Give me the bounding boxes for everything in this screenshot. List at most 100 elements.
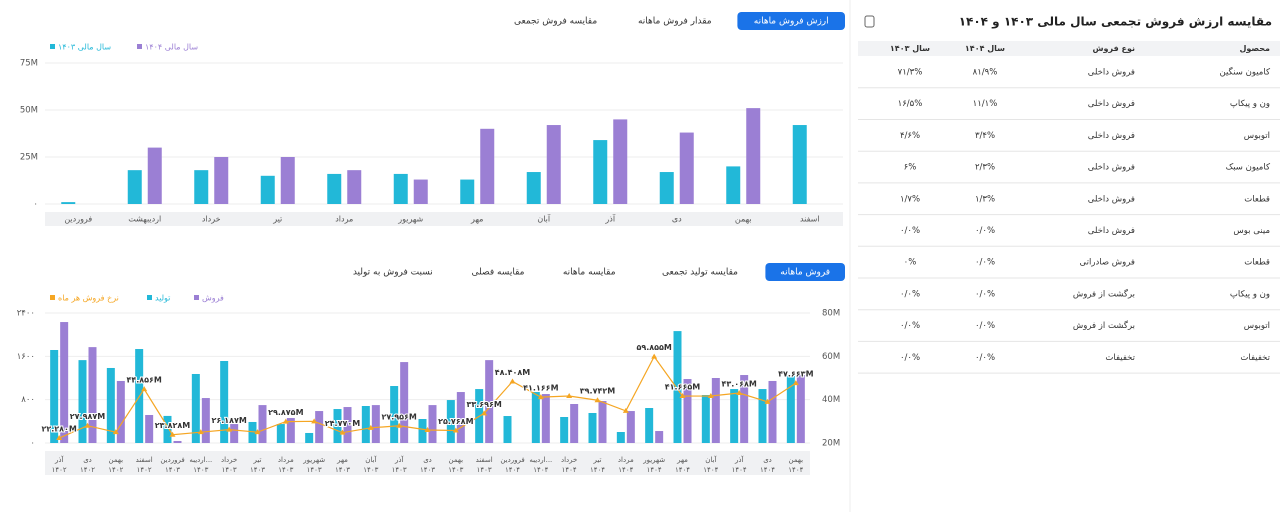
table-header: محصول [1239,44,1270,53]
line-point [226,426,233,432]
x-tick-label: ۱۴۰۳ [165,466,180,474]
data-label: ۲۵.۷۶۸M [438,417,473,426]
x-tick-label: اردیبه... [189,456,212,464]
tab[interactable]: فروش ماهانه [780,268,830,278]
tab[interactable]: مقایسه فصلی [472,268,525,278]
table-cell: فروش داخلی [1088,131,1135,141]
tab[interactable]: نسبت فروش به تولید [353,268,433,278]
legend-label: سال مالی ۱۴۰۴ [145,43,198,52]
line-point [452,427,459,433]
bar [60,322,69,443]
bar [626,411,635,443]
tab[interactable]: ارزش فروش ماهانه [754,17,829,27]
bar [260,175,275,204]
x-tick-label: ۱۴۰۲ [108,466,123,474]
y2-tick-label: 60M [822,352,840,362]
line-point [424,427,431,432]
tab[interactable]: مقایسه فروش تجمعی [514,17,597,27]
x-tick-label: آذر [734,455,744,464]
bar [400,362,409,443]
legend-swatch [137,44,142,49]
line-point [622,407,629,413]
bar [428,405,437,443]
tab[interactable]: مقایسه تولید تجمعی [662,268,738,278]
data-label: ۳۹.۷۴۲M [580,387,615,396]
table-cell: ۰/۰% [975,289,995,299]
x-tick-label: ۱۴۰۴ [788,466,803,474]
table-cell: فروش داخلی [1088,163,1135,173]
line-point [792,380,799,386]
data-label: ۲۶.۱۸۷M [211,416,246,425]
bar [768,380,777,443]
bar [194,170,209,204]
bar [361,406,370,443]
bar [61,202,76,204]
table-header: سال ۱۴۰۳ [890,44,930,53]
panel-title: مقایسه ارزش فروش تجمعی سال مالی ۱۴۰۳ و ۱… [959,15,1272,30]
line-point [56,435,63,441]
x-tick-label: تیر [272,215,282,224]
data-label: ۴۳.۰۶۸M [721,380,756,389]
x-tick-label: فروردین [64,215,92,224]
x-tick-label: ۱۴۰۲ [52,466,67,474]
tab[interactable]: مقدار فروش ماهانه [638,17,712,27]
line-point [509,378,516,384]
tick-label: ۲۴۰۰ [17,309,35,319]
data-label: ۲۳.۸۲۸M [155,421,190,430]
bar [393,173,408,204]
bar [413,179,428,204]
bar [786,376,795,443]
x-tick-label: تیر [593,456,602,464]
line-point [339,429,346,435]
bar [480,128,495,204]
bar [50,349,59,443]
tick-label: ۸۰۰ [21,395,35,405]
x-tick-label: مرداد [618,456,634,464]
x-tick-label: ۱۴۰۴ [562,466,577,474]
table-cell: ۰/۰% [975,226,995,236]
line-point [537,394,544,400]
x-tick-label: آبان [705,455,717,464]
tab[interactable]: مقایسه ماهانه [563,268,616,278]
line-point [707,392,714,398]
x-tick-label: ۱۴۰۳ [448,466,463,474]
table-cell: برگشت از فروش [1073,288,1135,299]
line-point [141,386,148,392]
line-point [566,392,573,398]
table-cell: مینی بوس [1233,226,1270,236]
bar [248,421,257,443]
export-icon[interactable] [864,15,875,28]
x-tick-label: ۱۴۰۳ [222,466,237,474]
bar [740,375,749,443]
x-tick-label: ۱۴۰۴ [675,466,690,474]
line-point [84,422,91,428]
table-cell: ۰/۰% [975,258,995,268]
x-tick-label: ۱۴۰۲ [80,466,95,474]
bar [593,140,608,204]
bar [588,412,597,443]
data-label: ۲۴.۷۷۰M [325,419,360,428]
table-cell: ۳/۴% [975,131,995,141]
table-cell: ون و پیکاپ [1230,289,1270,299]
category-band [45,451,810,475]
table-cell: ۰% [904,258,917,268]
table-cell: ۲/۳% [975,163,995,173]
bar [598,401,607,443]
tick-label: 75M [20,59,38,69]
table-cell: ۷۱/۳% [898,68,923,78]
x-tick-label: ۱۴۰۳ [278,466,293,474]
x-tick-label: شهریور [397,215,423,224]
line-point [311,418,318,424]
tab-active[interactable] [765,263,845,281]
table-cell: ۱/۳% [975,194,995,204]
x-tick-label: بهمن [735,215,752,224]
bar [456,392,465,443]
x-tick-label: ۱۴۰۲ [137,466,152,474]
bar [792,125,807,204]
x-tick-label: مهر [336,456,348,464]
legend-swatch [147,295,152,300]
tick-label: ۱۶۰۰ [17,352,35,362]
tab-active[interactable] [737,12,845,30]
line-point [396,422,403,428]
